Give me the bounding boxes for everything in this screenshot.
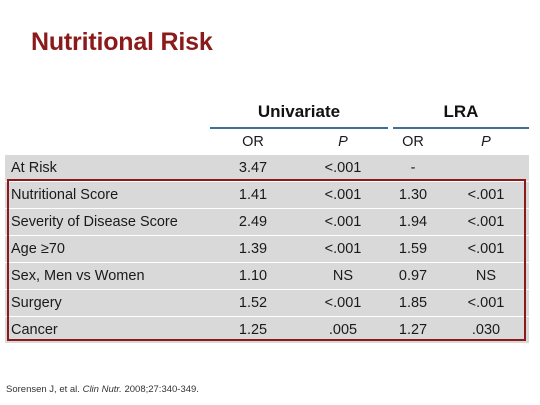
cell-or-lra: 1.59 [398, 241, 428, 257]
cell-p-univariate: <.001 [324, 160, 362, 176]
citation-authors: Sorensen J, et al. [6, 384, 83, 395]
lra-rule [393, 127, 529, 129]
table-row: Nutritional Score 1.41 <.001 1.30 <.001 [5, 182, 529, 208]
cell-or-lra: 1.27 [398, 322, 428, 338]
row-divider [5, 316, 529, 317]
row-divider [5, 289, 529, 290]
cell-or-lra: 1.30 [398, 187, 428, 203]
citation: Sorensen J, et al. Clin Nutr. 2008;27:34… [6, 384, 199, 395]
row-label: Nutritional Score [11, 187, 119, 203]
cell-p-lra: <.001 [467, 295, 505, 311]
group-header-univariate: Univariate [257, 102, 341, 121]
group-header-lra: LRA [443, 102, 479, 121]
cell-or-lra: 0.97 [398, 268, 428, 284]
row-label: Severity of Disease Score [11, 214, 178, 230]
cell-p-univariate: <.001 [324, 187, 362, 203]
row-label: At Risk [11, 160, 57, 176]
row-divider [5, 262, 529, 263]
cell-or-univariate: 1.39 [238, 241, 268, 257]
header-p-univariate: P [338, 134, 348, 150]
cell-or-univariate: 3.47 [238, 160, 268, 176]
cell-p-univariate: <.001 [324, 214, 362, 230]
table-row: Severity of Disease Score 2.49 <.001 1.9… [5, 209, 529, 235]
citation-details: 2008;27:340-349. [121, 384, 199, 395]
cell-or-lra: 1.94 [398, 214, 428, 230]
row-divider [5, 208, 529, 209]
header-p-lra: P [481, 134, 491, 150]
row-label: Age ≥70 [11, 241, 65, 257]
cell-or-univariate: 2.49 [238, 214, 268, 230]
cell-or-lra: 1.85 [398, 295, 428, 311]
header-or-lra: OR [402, 134, 424, 150]
row-label: Cancer [11, 322, 58, 338]
table-row: Age ≥70 1.39 <.001 1.59 <.001 [5, 236, 529, 262]
cell-or-univariate: 1.52 [238, 295, 268, 311]
cell-p-lra: <.001 [467, 187, 505, 203]
row-divider [5, 235, 529, 236]
cell-p-lra: .030 [471, 322, 501, 338]
cell-p-univariate: NS [332, 268, 354, 284]
univariate-rule [210, 127, 388, 129]
row-label: Surgery [11, 295, 62, 311]
slide-title: Nutritional Risk [31, 28, 213, 56]
table-row: Sex, Men vs Women 1.10 NS 0.97 NS [5, 263, 529, 289]
cell-or-univariate: 1.41 [238, 187, 268, 203]
cell-p-lra: <.001 [467, 241, 505, 257]
cell-p-lra [443, 155, 529, 181]
cell-p-univariate: <.001 [324, 295, 362, 311]
cell-or-univariate: 1.25 [238, 322, 268, 338]
cell-p-univariate: .005 [328, 322, 358, 338]
citation-journal: Clin Nutr. [82, 384, 122, 395]
cell-p-lra: <.001 [467, 214, 505, 230]
header-or-univariate: OR [242, 134, 264, 150]
cell-p-univariate: <.001 [324, 241, 362, 257]
row-label: Sex, Men vs Women [11, 268, 145, 284]
row-divider [5, 181, 529, 182]
cell-or-univariate: 1.10 [238, 268, 268, 284]
cell-or-lra: - [410, 160, 416, 176]
table-row: At Risk 3.47 <.001 - [5, 155, 529, 181]
cell-p-lra: NS [475, 268, 497, 284]
table-row: Surgery 1.52 <.001 1.85 <.001 [5, 290, 529, 316]
column-header-row: OR P OR P [5, 129, 529, 156]
table-row: Cancer 1.25 .005 1.27 .030 [5, 317, 529, 343]
